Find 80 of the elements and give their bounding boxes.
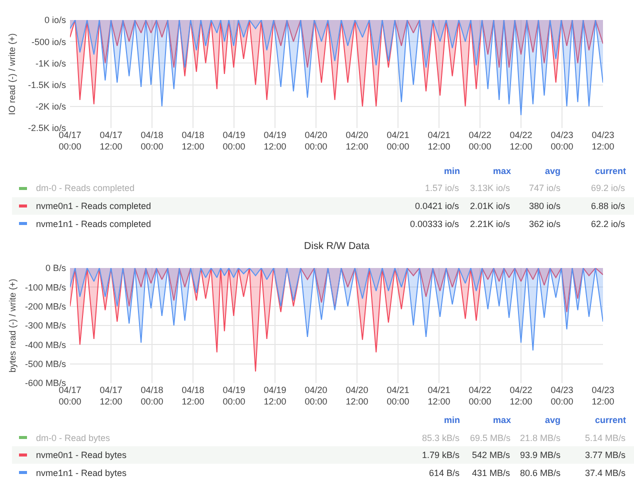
x-tick-label: 04/23 12:00 (592, 385, 614, 407)
legend-label: nvme1n1 - Read bytes (36, 468, 128, 478)
legend-label: nvme0n1 - Read bytes (36, 450, 128, 460)
text: 362 io/s (529, 219, 562, 229)
text: 85.3 kB/s (422, 433, 460, 443)
text: 1.57 io/s (425, 183, 460, 193)
text: min (444, 166, 460, 176)
text: avg (545, 166, 561, 176)
x-tick-label: 04/20 12:00 (346, 130, 368, 152)
legend-label: nvme0n1 - Reads completed (36, 201, 152, 211)
text: min (444, 415, 460, 425)
y-tick-label: -200 MB/s (24, 301, 66, 312)
x-tick-label: 04/19 00:00 (222, 385, 246, 407)
text: max (493, 166, 512, 176)
x-tick-label: 04/23 00:00 (550, 385, 574, 407)
text: 0.0421 io/s (415, 201, 460, 211)
text: 431 MB/s (472, 468, 511, 478)
y-tick-label: -2K io/s (35, 102, 66, 112)
text: 542 MB/s (472, 450, 511, 460)
text: 62.2 io/s (591, 219, 626, 229)
text: 80.6 MB/s (520, 468, 562, 478)
x-tick-label: 04/20 00:00 (304, 130, 328, 152)
text: 37.4 MB/s (585, 468, 626, 478)
x-tick-label: 04/21 00:00 (386, 385, 410, 407)
legend-label: dm-0 - Read bytes (36, 433, 111, 443)
y-tick-label: -1K io/s (35, 58, 66, 68)
x-tick-label: 04/22 00:00 (468, 385, 492, 407)
x-tick-label: 04/22 00:00 (468, 130, 492, 152)
y-tick-label: 0 io/s (44, 15, 66, 26)
text: 3.13K io/s (470, 183, 511, 193)
x-tick-label: 04/20 12:00 (346, 385, 368, 407)
text: avg (545, 415, 561, 425)
y-tick-label: -300 MB/s (24, 320, 66, 331)
text: max (493, 415, 512, 425)
x-tick-label: 04/18 12:00 (182, 130, 204, 152)
x-tick-label: 04/18 00:00 (140, 130, 164, 152)
x-tick-label: 04/21 00:00 (386, 130, 410, 152)
legend-label: dm-0 - Reads completed (36, 183, 135, 193)
text: 0.00333 io/s (410, 219, 460, 229)
x-tick-label: 04/20 00:00 (304, 385, 328, 407)
y-tick-label: -400 MB/s (24, 340, 66, 350)
y-tick-label: -500 MB/s (24, 358, 66, 369)
text: 93.9 MB/s (520, 450, 562, 460)
x-tick-label: 04/21 12:00 (428, 130, 450, 152)
x-tick-label: 04/19 12:00 (264, 130, 286, 152)
x-tick-label: 04/17 12:00 (100, 130, 122, 152)
text: 380 io/s (529, 201, 562, 211)
y-tick-label: 0 B/s (45, 263, 66, 274)
text: 5.14 MB/s (585, 433, 626, 443)
x-tick-label: 04/17 12:00 (100, 385, 122, 407)
text: current (595, 415, 626, 425)
x-tick-label: 04/19 00:00 (222, 130, 246, 152)
text: 1.79 kB/s (422, 450, 460, 460)
y-tick-label: -1.5K io/s (28, 80, 66, 90)
chart-title: Disk R/W Data (304, 241, 370, 252)
x-tick-label: 04/23 00:00 (550, 130, 574, 152)
x-tick-label: 04/17 00:00 (58, 130, 82, 152)
text: 21.8 MB/s (520, 433, 562, 443)
text: 6.88 io/s (591, 201, 626, 211)
text: current (595, 166, 626, 176)
x-tick-label: 04/23 12:00 (592, 130, 614, 152)
x-tick-label: 04/22 12:00 (510, 130, 532, 152)
text: 614 B/s (429, 468, 460, 478)
text: 69.5 MB/s (470, 433, 512, 443)
text: 747 io/s (529, 183, 562, 193)
x-tick-label: 04/22 12:00 (510, 385, 532, 407)
legend-label: nvme1n1 - Reads completed (36, 219, 152, 229)
y-tick-label: -100 MB/s (24, 282, 66, 292)
x-tick-label: 04/21 12:00 (428, 385, 450, 407)
y-axis-title: IO read (-) / write (+) (7, 33, 17, 115)
text: 2.01K io/s (470, 201, 511, 211)
text: 2.21K io/s (470, 219, 511, 229)
x-tick-label: 04/17 00:00 (58, 385, 82, 407)
x-tick-label: 04/18 00:00 (140, 385, 164, 407)
x-tick-label: 04/18 12:00 (182, 385, 204, 407)
text: 3.77 MB/s (585, 450, 626, 460)
text: 69.2 io/s (591, 183, 626, 193)
y-axis-title: bytes read (-) / write (+) (8, 278, 18, 372)
x-tick-label: 04/19 12:00 (264, 385, 286, 407)
y-tick-label: -500 io/s (31, 36, 66, 47)
